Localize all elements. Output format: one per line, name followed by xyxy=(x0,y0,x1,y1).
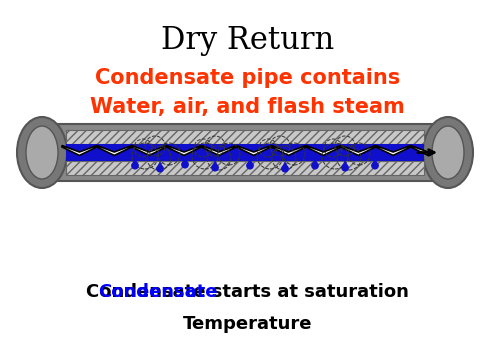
Circle shape xyxy=(211,164,219,172)
Circle shape xyxy=(156,165,164,173)
Polygon shape xyxy=(62,146,428,156)
Polygon shape xyxy=(181,157,189,165)
Circle shape xyxy=(371,162,379,169)
Circle shape xyxy=(131,162,139,169)
Text: Condensate starts at saturation: Condensate starts at saturation xyxy=(86,283,409,301)
Text: $\xi$: $\xi$ xyxy=(154,140,166,162)
Text: $\xi$: $\xi$ xyxy=(184,140,196,162)
Polygon shape xyxy=(66,148,424,161)
Polygon shape xyxy=(371,158,379,166)
Ellipse shape xyxy=(423,117,473,188)
Text: Dry Return: Dry Return xyxy=(161,25,334,56)
Text: Water, air, and flash steam: Water, air, and flash steam xyxy=(90,97,405,117)
Polygon shape xyxy=(156,161,164,169)
Text: Condensate pipe contains: Condensate pipe contains xyxy=(95,68,400,88)
Polygon shape xyxy=(341,160,349,168)
Circle shape xyxy=(281,165,289,173)
Circle shape xyxy=(311,162,319,169)
Circle shape xyxy=(341,164,349,172)
Text: $\xi$: $\xi$ xyxy=(309,140,321,162)
Bar xyxy=(66,130,424,144)
Polygon shape xyxy=(281,161,289,169)
Text: $\xi$: $\xi$ xyxy=(209,140,221,162)
Ellipse shape xyxy=(432,126,464,179)
Ellipse shape xyxy=(17,117,67,188)
Bar xyxy=(42,124,448,181)
Text: Temperature: Temperature xyxy=(183,315,312,333)
Circle shape xyxy=(181,161,189,168)
Polygon shape xyxy=(246,158,254,166)
Text: $\xi$: $\xi$ xyxy=(234,140,246,162)
Text: $\xi$: $\xi$ xyxy=(259,140,271,162)
Text: Condensate: Condensate xyxy=(98,283,217,301)
Polygon shape xyxy=(131,158,139,166)
Bar xyxy=(66,151,424,161)
Ellipse shape xyxy=(26,126,58,179)
Circle shape xyxy=(246,162,254,169)
Polygon shape xyxy=(311,158,319,166)
Polygon shape xyxy=(211,160,219,168)
Bar xyxy=(66,144,424,151)
Text: $\xi$: $\xi$ xyxy=(334,140,346,162)
Text: $\xi$: $\xi$ xyxy=(124,140,136,162)
Text: $\xi$: $\xi$ xyxy=(284,140,296,162)
Bar xyxy=(66,161,424,175)
